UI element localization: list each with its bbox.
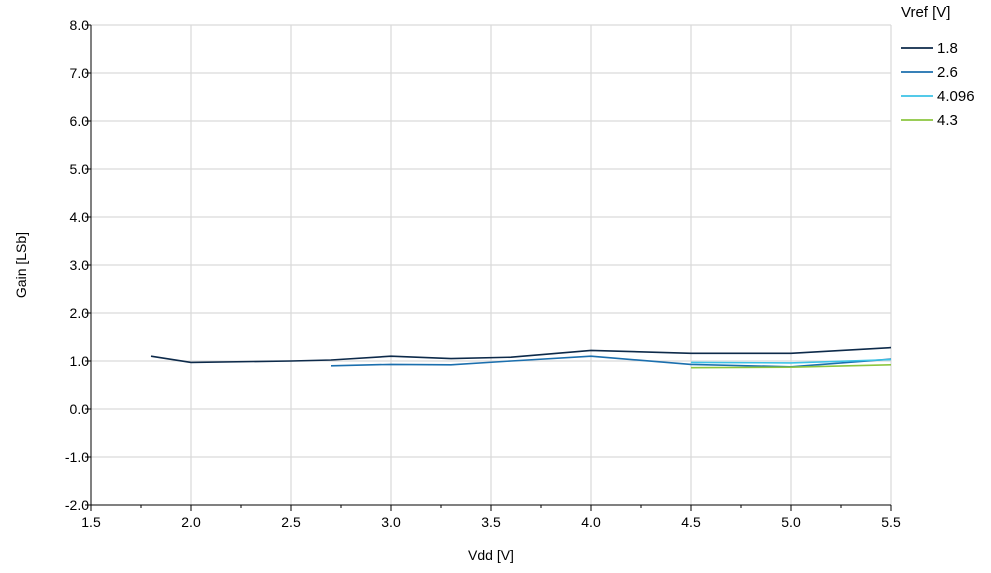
- y-tick-label: -2.0: [65, 497, 89, 513]
- x-tick-label: 3.5: [481, 514, 501, 530]
- y-tick-label: 2.0: [70, 305, 90, 321]
- y-tick-label: 0.0: [70, 401, 90, 417]
- series-line-4-3: [690, 364, 892, 369]
- legend: Vref [V] 1.8 2.6 4.096 4.3: [901, 4, 975, 129]
- y-axis-label: Gain [LSb]: [13, 232, 29, 298]
- legend-entry-label: 2.6: [937, 64, 958, 81]
- series-line-1-8: [150, 346, 892, 364]
- series-line-2-6: [330, 355, 892, 368]
- y-tick-label: 7.0: [70, 65, 90, 81]
- series-line-4-096: [690, 358, 892, 364]
- y-tick-label: -1.0: [65, 449, 89, 465]
- legend-entry-label: 4.3: [937, 112, 958, 129]
- legend-title: Vref [V]: [901, 4, 950, 21]
- x-tick-label: 5.0: [781, 514, 801, 530]
- y-tick-label: 4.0: [70, 209, 90, 225]
- x-tick-label: 2.0: [181, 514, 201, 530]
- series-layer: [150, 346, 892, 369]
- x-tick-label: 5.5: [881, 514, 901, 530]
- x-tick-label: 4.5: [681, 514, 701, 530]
- y-tick-label: 5.0: [70, 161, 90, 177]
- x-tick-label: 2.5: [281, 514, 301, 530]
- y-tick-label: 8.0: [70, 17, 90, 33]
- ticks: 1.5 2.0 2.5 3.0 3.5 4.0 4.5 5.0 5.5 -2.0 -1.0 0.0 1.…: [65, 17, 901, 530]
- y-tick-label: 6.0: [70, 113, 90, 129]
- x-tick-label: 3.0: [381, 514, 401, 530]
- x-tick-label: 1.5: [81, 514, 101, 530]
- x-tick-label: 4.0: [581, 514, 601, 530]
- grid: [91, 24, 892, 505]
- legend-entry-label: 4.096: [937, 88, 975, 105]
- x-axis-label: Vdd [V]: [468, 547, 514, 563]
- legend-entry-label: 1.8: [937, 40, 958, 57]
- y-tick-label: 1.0: [70, 353, 90, 369]
- y-tick-label: 3.0: [70, 257, 90, 273]
